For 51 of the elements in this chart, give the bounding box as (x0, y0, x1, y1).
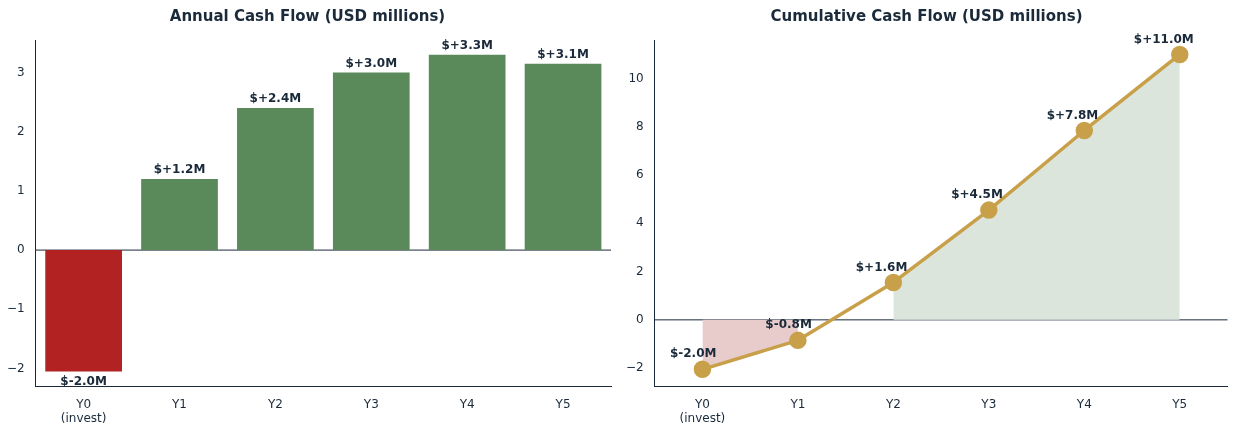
point (789, 331, 807, 350)
data-label: $+3.1M (537, 46, 589, 61)
data-label: $+1.2M (153, 162, 206, 177)
x-tick-label: Y0 (invest) (60, 396, 107, 425)
point (884, 273, 903, 292)
y-tick-label: 8 (636, 118, 644, 133)
data-label: $+3.0M (345, 55, 398, 70)
point (980, 201, 998, 219)
bar (237, 108, 314, 251)
data-label: $+11.0M (1133, 31, 1194, 46)
chart-title: Annual Cash Flow (USD millions) (169, 6, 446, 25)
data-label: $-0.8M (765, 317, 812, 332)
y-tick-label: −2 (625, 360, 644, 375)
point (1171, 45, 1189, 64)
y-tick-label: −2 (6, 360, 25, 375)
point (693, 360, 712, 379)
y-tick-label: 3 (17, 64, 25, 79)
y-tick-label: −1 (6, 301, 25, 316)
x-tick-label: Y2 (266, 396, 283, 411)
data-label: $+3.3M (441, 37, 493, 52)
y-tick-label: 1 (17, 183, 25, 198)
x-tick-label: Y5 (1171, 396, 1188, 411)
y-tick-label: 0 (636, 311, 644, 326)
x-tick-label: Y0 (invest) (679, 396, 726, 425)
data-label: $+2.4M (249, 91, 302, 106)
point (1075, 121, 1094, 140)
data-label: $+1.6M (855, 259, 908, 274)
x-tick-label: Y4 (458, 396, 475, 411)
x-tick-label: Y1 (789, 396, 806, 411)
x-tick-label: Y1 (171, 396, 187, 411)
chart-title: Cumulative Cash Flow (USD millions) (770, 6, 1083, 25)
x-tick-label: Y2 (884, 396, 901, 411)
x-tick-label: Y4 (1075, 396, 1092, 411)
y-tick-label: 0 (17, 242, 25, 257)
bar (141, 179, 218, 251)
data-label: $+4.5M (951, 187, 1003, 202)
y-tick-label: 2 (636, 263, 644, 278)
data-label: $+7.8M (1046, 107, 1099, 122)
x-tick-label: Y3 (980, 396, 997, 411)
y-tick-label: 2 (17, 123, 25, 138)
x-tick-label: Y3 (362, 396, 379, 411)
bar (428, 54, 506, 251)
y-tick-label: 6 (636, 167, 644, 182)
data-label: $-2.0M (669, 346, 717, 361)
bar (332, 72, 410, 251)
data-label: $-2.0M (60, 373, 107, 388)
y-tick-label: 4 (636, 215, 644, 230)
bar (45, 250, 122, 372)
x-tick-label: Y5 (554, 396, 571, 411)
bar (524, 63, 602, 251)
y-tick-label: 10 (628, 70, 644, 85)
